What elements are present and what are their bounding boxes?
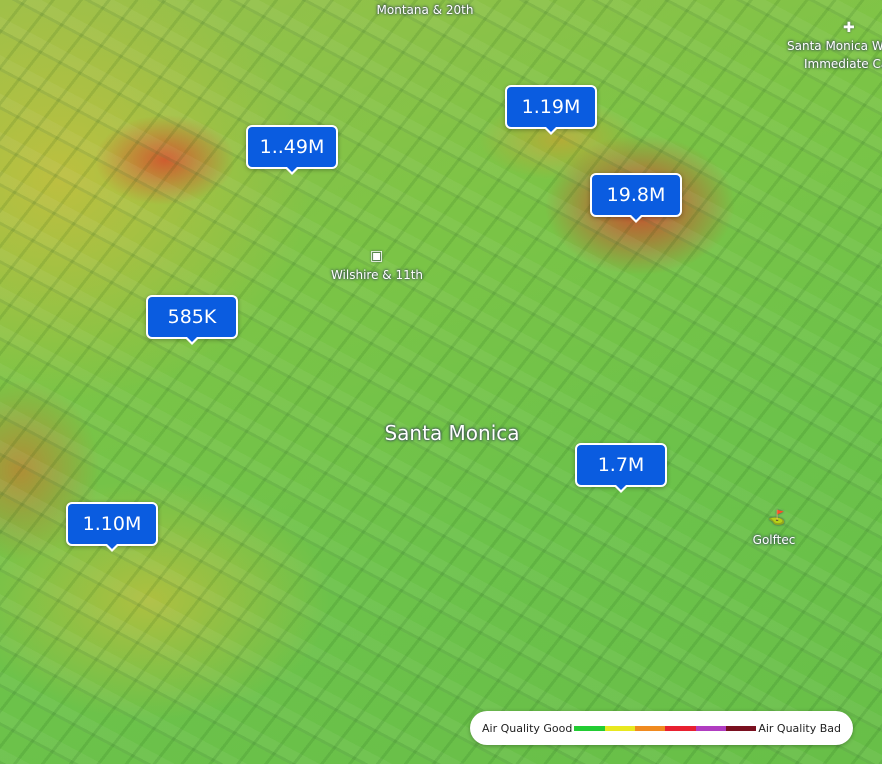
- price-marker[interactable]: 585K: [146, 295, 238, 345]
- price-marker[interactable]: 1..49M: [246, 125, 338, 175]
- poi-icon: ✚: [843, 20, 855, 36]
- legend-swatch: [604, 725, 635, 731]
- place-label: Golftec: [752, 533, 796, 547]
- price-marker[interactable]: 1.19M: [505, 85, 597, 135]
- legend-swatch: [695, 725, 726, 731]
- area-label: Santa Monica: [384, 421, 520, 445]
- legend-low-label: Air Quality Good: [482, 721, 573, 735]
- legend: Air Quality Good Air Quality Bad: [470, 711, 853, 745]
- poi-icon: ⛳: [768, 510, 786, 526]
- legend-swatch: [635, 725, 666, 731]
- legend-swatch: [665, 725, 696, 731]
- legend-swatch: [725, 725, 757, 731]
- price-marker[interactable]: 19.8M: [590, 173, 682, 223]
- place-label: Wilshire & 11th: [330, 268, 424, 282]
- legend-high-label: Air Quality Bad: [758, 721, 841, 735]
- price-marker[interactable]: 1.7M: [575, 443, 667, 493]
- legend-swatch: [574, 725, 605, 731]
- place-label: Immediate Ca: [804, 57, 882, 71]
- place-label: Santa Monica Wil: [787, 39, 882, 53]
- place-label: Montana & 20th: [376, 3, 474, 17]
- legend-color-bar: [574, 725, 757, 731]
- bus-icon: ▣: [370, 248, 384, 264]
- price-marker[interactable]: 1.10M: [66, 502, 158, 552]
